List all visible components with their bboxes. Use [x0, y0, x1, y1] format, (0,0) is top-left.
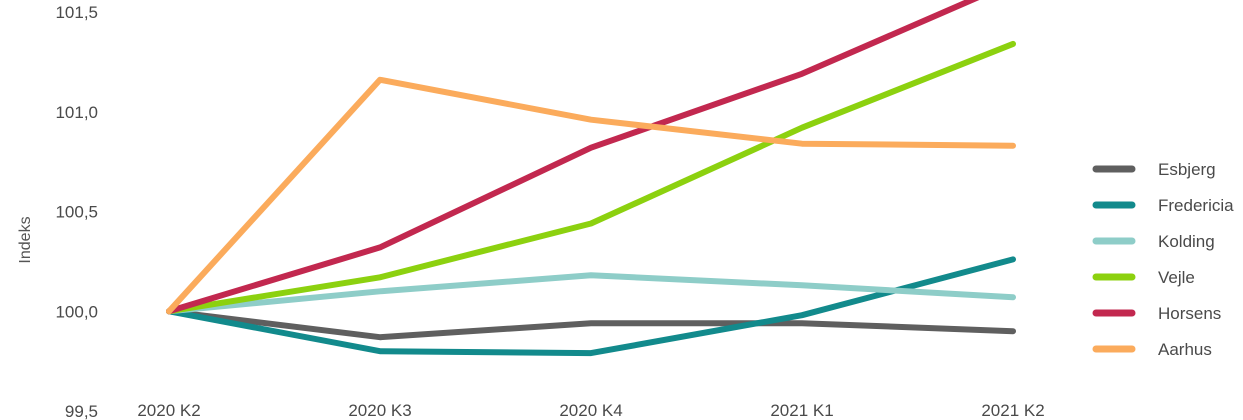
x-tick-label: 2021 K2: [981, 401, 1044, 420]
x-tick-label: 2020 K3: [348, 401, 411, 420]
series-line-vejle: [166, 40, 1016, 315]
y-tick-label: 101,5: [55, 3, 98, 22]
legend-label-horsens: Horsens: [1158, 304, 1221, 323]
legend-label-esbjerg: Esbjerg: [1158, 160, 1216, 179]
y-axis-title: Indeks: [17, 216, 34, 263]
y-axis-ticks: 99,5 100,0 100,5 101,0 101,5: [55, 3, 98, 420]
series-line-horsens: [166, 0, 980, 315]
legend-label-vejle: Vejle: [1158, 268, 1195, 287]
legend: Esbjerg Fredericia Kolding Vejle Horsens Aarh…: [1092, 160, 1234, 359]
x-tick-label: 2020 K2: [137, 401, 200, 420]
x-axis-ticks: 2020 K2 2020 K3 2020 K4 2021 K1 2021 K2: [137, 401, 1044, 420]
series-line-esbjerg: [166, 308, 1016, 341]
series-lines: [166, 0, 1016, 357]
y-tick-label: 99,5: [65, 402, 98, 420]
y-tick-label: 101,0: [55, 103, 98, 122]
series-line-fredericia: [166, 256, 1016, 357]
legend-label-kolding: Kolding: [1158, 232, 1215, 251]
series-line-aarhus: [166, 76, 1016, 315]
legend-label-fredericia: Fredericia: [1158, 196, 1234, 215]
x-tick-label: 2021 K1: [770, 401, 833, 420]
series-line-kolding: [166, 272, 1016, 315]
legend-label-aarhus: Aarhus: [1158, 340, 1212, 359]
x-tick-label: 2020 K4: [559, 401, 622, 420]
y-tick-label: 100,0: [55, 302, 98, 321]
y-tick-label: 100,5: [55, 203, 98, 222]
